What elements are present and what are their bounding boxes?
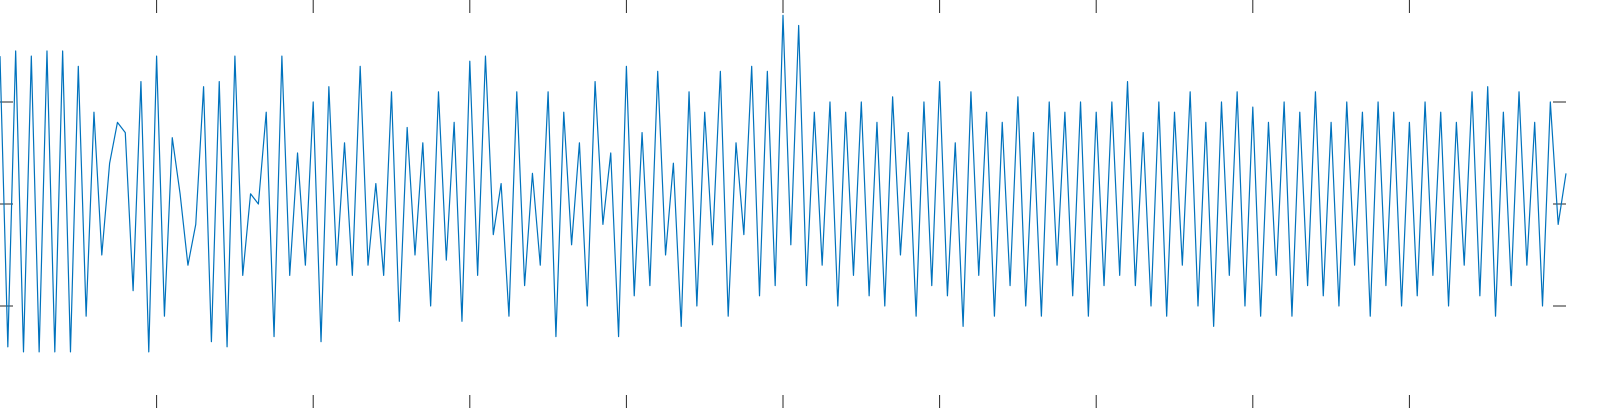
signal-line	[0, 14, 1567, 353]
